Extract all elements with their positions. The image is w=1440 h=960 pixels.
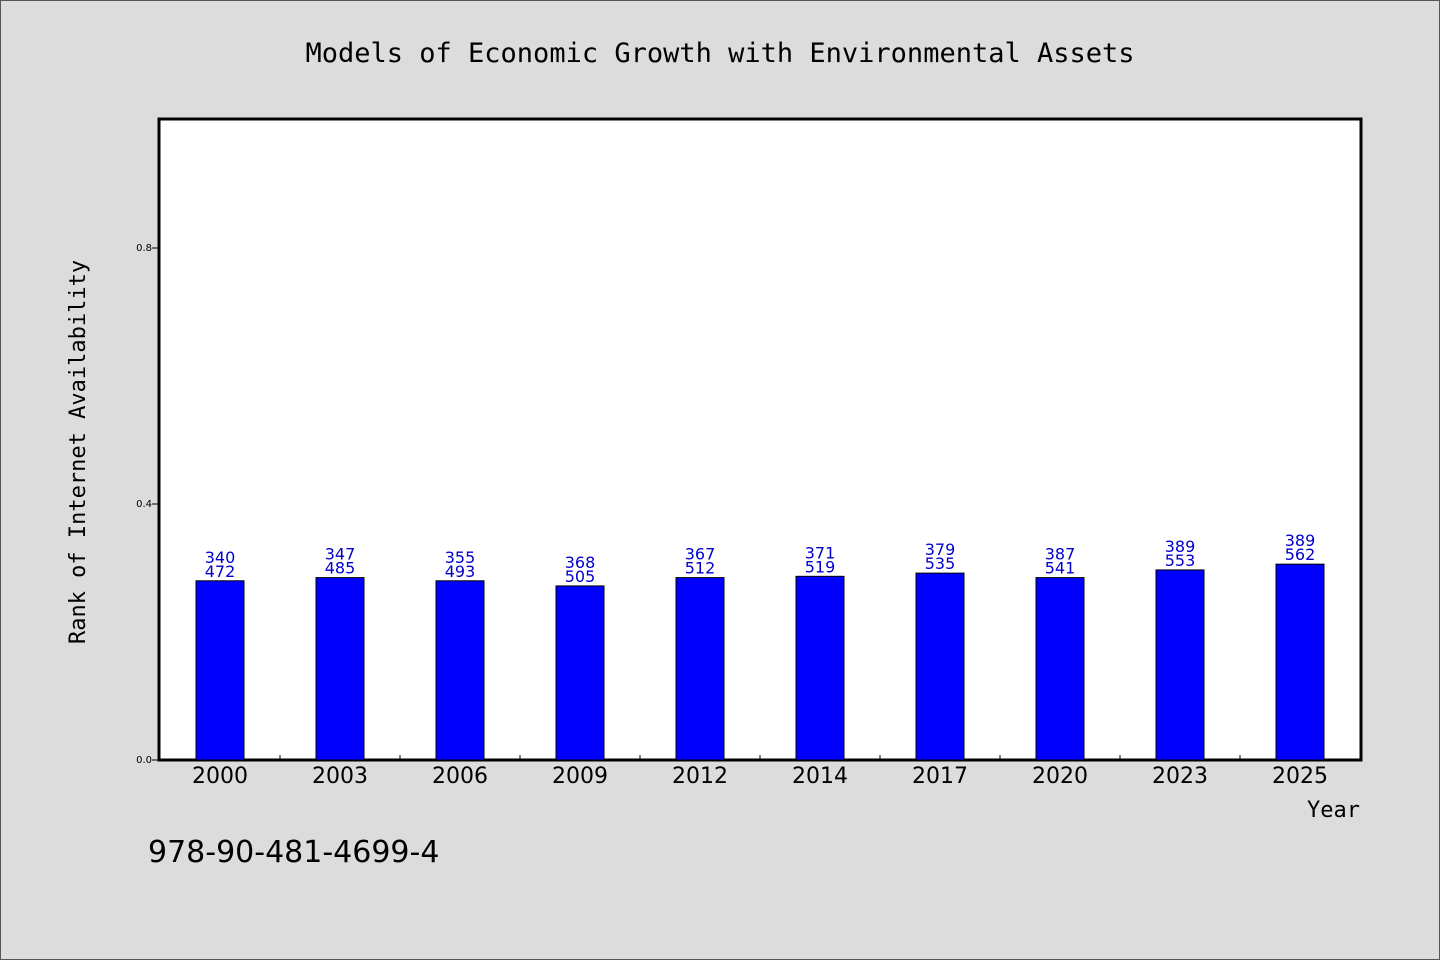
bar [435, 580, 485, 761]
bar-series [195, 563, 1325, 761]
data-label-top: 379 [925, 540, 956, 559]
y-tick-label: 0.4 [136, 499, 152, 510]
x-tick-label: 2000 [192, 764, 248, 789]
x-tick-label: 2023 [1152, 764, 1208, 789]
x-tick-label: 2009 [552, 764, 608, 789]
data-label-top: 368 [565, 553, 596, 572]
chart-title: Models of Economic Growth with Environme… [305, 38, 1134, 69]
bar [555, 585, 605, 761]
data-label-top: 371 [805, 543, 836, 562]
y-axis-ticks: 0.0 0.4 0.8 [136, 243, 160, 766]
x-tick-label: 2006 [432, 764, 488, 789]
data-label-bottom: 472 [205, 562, 236, 581]
data-label-bottom: 562 [1285, 545, 1316, 564]
bar [1275, 563, 1325, 761]
bar [315, 577, 365, 761]
data-label-top: 347 [325, 545, 356, 564]
x-tick-label: 2020 [1032, 764, 1088, 789]
data-label-bottom: 535 [925, 554, 956, 573]
x-axis-label: Year [1307, 798, 1360, 823]
data-label-top: 367 [685, 545, 716, 564]
data-label-bottom: 512 [685, 559, 716, 578]
y-tick-label: 0.8 [136, 243, 152, 254]
bar [795, 575, 845, 761]
y-axis-label: Rank of Internet Availability [66, 260, 91, 644]
x-tick-label: 2014 [792, 764, 848, 789]
data-label-bottom: 505 [565, 567, 596, 586]
x-tick-label: 2012 [672, 764, 728, 789]
data-label-bottom: 485 [325, 559, 356, 578]
bar [915, 572, 965, 761]
data-label-bottom: 493 [445, 562, 476, 581]
isbn-text: 978-90-481-4699-4 [148, 835, 439, 870]
bar [675, 577, 725, 761]
data-label-bottom: 519 [805, 557, 836, 576]
data-label-top: 389 [1165, 537, 1196, 556]
data-label-top: 355 [445, 548, 476, 567]
x-tick-label: 2025 [1272, 764, 1328, 789]
bar [1035, 577, 1085, 761]
data-label-top: 387 [1045, 545, 1076, 564]
data-label-top: 389 [1285, 531, 1316, 550]
x-tick-label: 2017 [912, 764, 968, 789]
data-label-bottom: 541 [1045, 559, 1076, 578]
x-axis-ticks: 2000 2003 2006 2009 2012 2014 2017 2020 2023 2025 [192, 755, 1328, 789]
bar [195, 580, 245, 761]
y-tick-label: 0.0 [136, 755, 152, 766]
data-label-top: 340 [205, 548, 236, 567]
data-label-bottom: 553 [1165, 551, 1196, 570]
x-tick-label: 2003 [312, 764, 368, 789]
bar [1155, 569, 1205, 761]
